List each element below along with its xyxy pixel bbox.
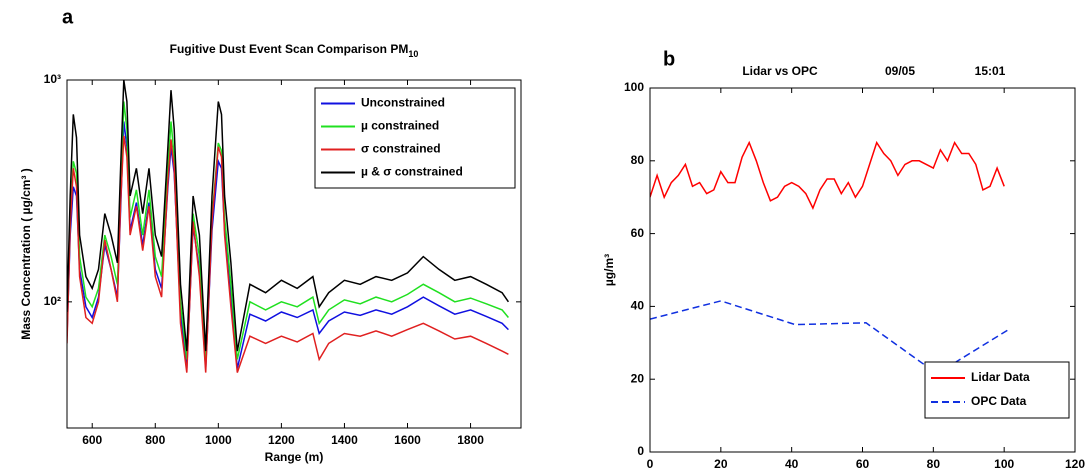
y-tick-label: 60 xyxy=(631,226,645,240)
chart-title: Fugitive Dust Event Scan Comparison PM10 xyxy=(170,42,419,59)
legend-label: σ constrained xyxy=(361,142,441,156)
y-axis-label: µg/m³ xyxy=(602,254,616,286)
y-tick-label: 10² xyxy=(44,294,61,308)
x-tick-label: 80 xyxy=(927,457,941,470)
series-line xyxy=(67,80,510,352)
legend-box xyxy=(924,361,1070,419)
chart-title: 09/05 xyxy=(885,64,915,78)
x-tick-label: 120 xyxy=(1065,457,1085,470)
legend-label: µ constrained xyxy=(361,119,439,133)
legend-label: Lidar Data xyxy=(971,370,1030,384)
x-tick-label: 1400 xyxy=(331,433,358,447)
y-tick-label: 40 xyxy=(631,299,645,313)
y-tick-label: 20 xyxy=(631,371,645,385)
chart-title-subscript: 10 xyxy=(408,49,418,59)
panel-label: a xyxy=(62,6,74,28)
legend-label: OPC Data xyxy=(971,394,1027,408)
x-tick-label: 1800 xyxy=(457,433,484,447)
x-tick-label: 1000 xyxy=(205,433,232,447)
legend-label: Unconstrained xyxy=(361,96,445,110)
y-tick-label: 80 xyxy=(631,153,645,167)
y-tick-label: 100 xyxy=(624,80,644,94)
legend-box xyxy=(314,87,516,189)
y-tick-label: 0 xyxy=(637,444,644,458)
x-tick-label: 100 xyxy=(994,457,1014,470)
chart-title-text: Fugitive Dust Event Scan Comparison PM xyxy=(170,42,409,56)
series-line xyxy=(650,140,1005,210)
y-tick-label: 10³ xyxy=(44,72,61,86)
x-tick-label: 60 xyxy=(856,457,870,470)
x-tick-label: 800 xyxy=(145,433,165,447)
x-tick-label: 20 xyxy=(714,457,728,470)
x-tick-label: 1600 xyxy=(394,433,421,447)
x-tick-label: 40 xyxy=(785,457,799,470)
y-axis-label: Mass Concentration ( µg/cm³ ) xyxy=(19,168,33,340)
series-line xyxy=(67,135,509,373)
panel-label: b xyxy=(663,48,675,70)
x-tick-label: 0 xyxy=(647,457,654,470)
legend-label: µ & σ constrained xyxy=(361,165,463,179)
chart-title: Lidar vs OPC xyxy=(742,64,818,78)
axes-box xyxy=(66,79,522,429)
x-axis-label: Range (m) xyxy=(265,450,324,464)
x-tick-label: 600 xyxy=(82,433,102,447)
x-tick-label: 1200 xyxy=(268,433,295,447)
chart-title: 15:01 xyxy=(975,64,1006,78)
series-line xyxy=(67,101,509,360)
